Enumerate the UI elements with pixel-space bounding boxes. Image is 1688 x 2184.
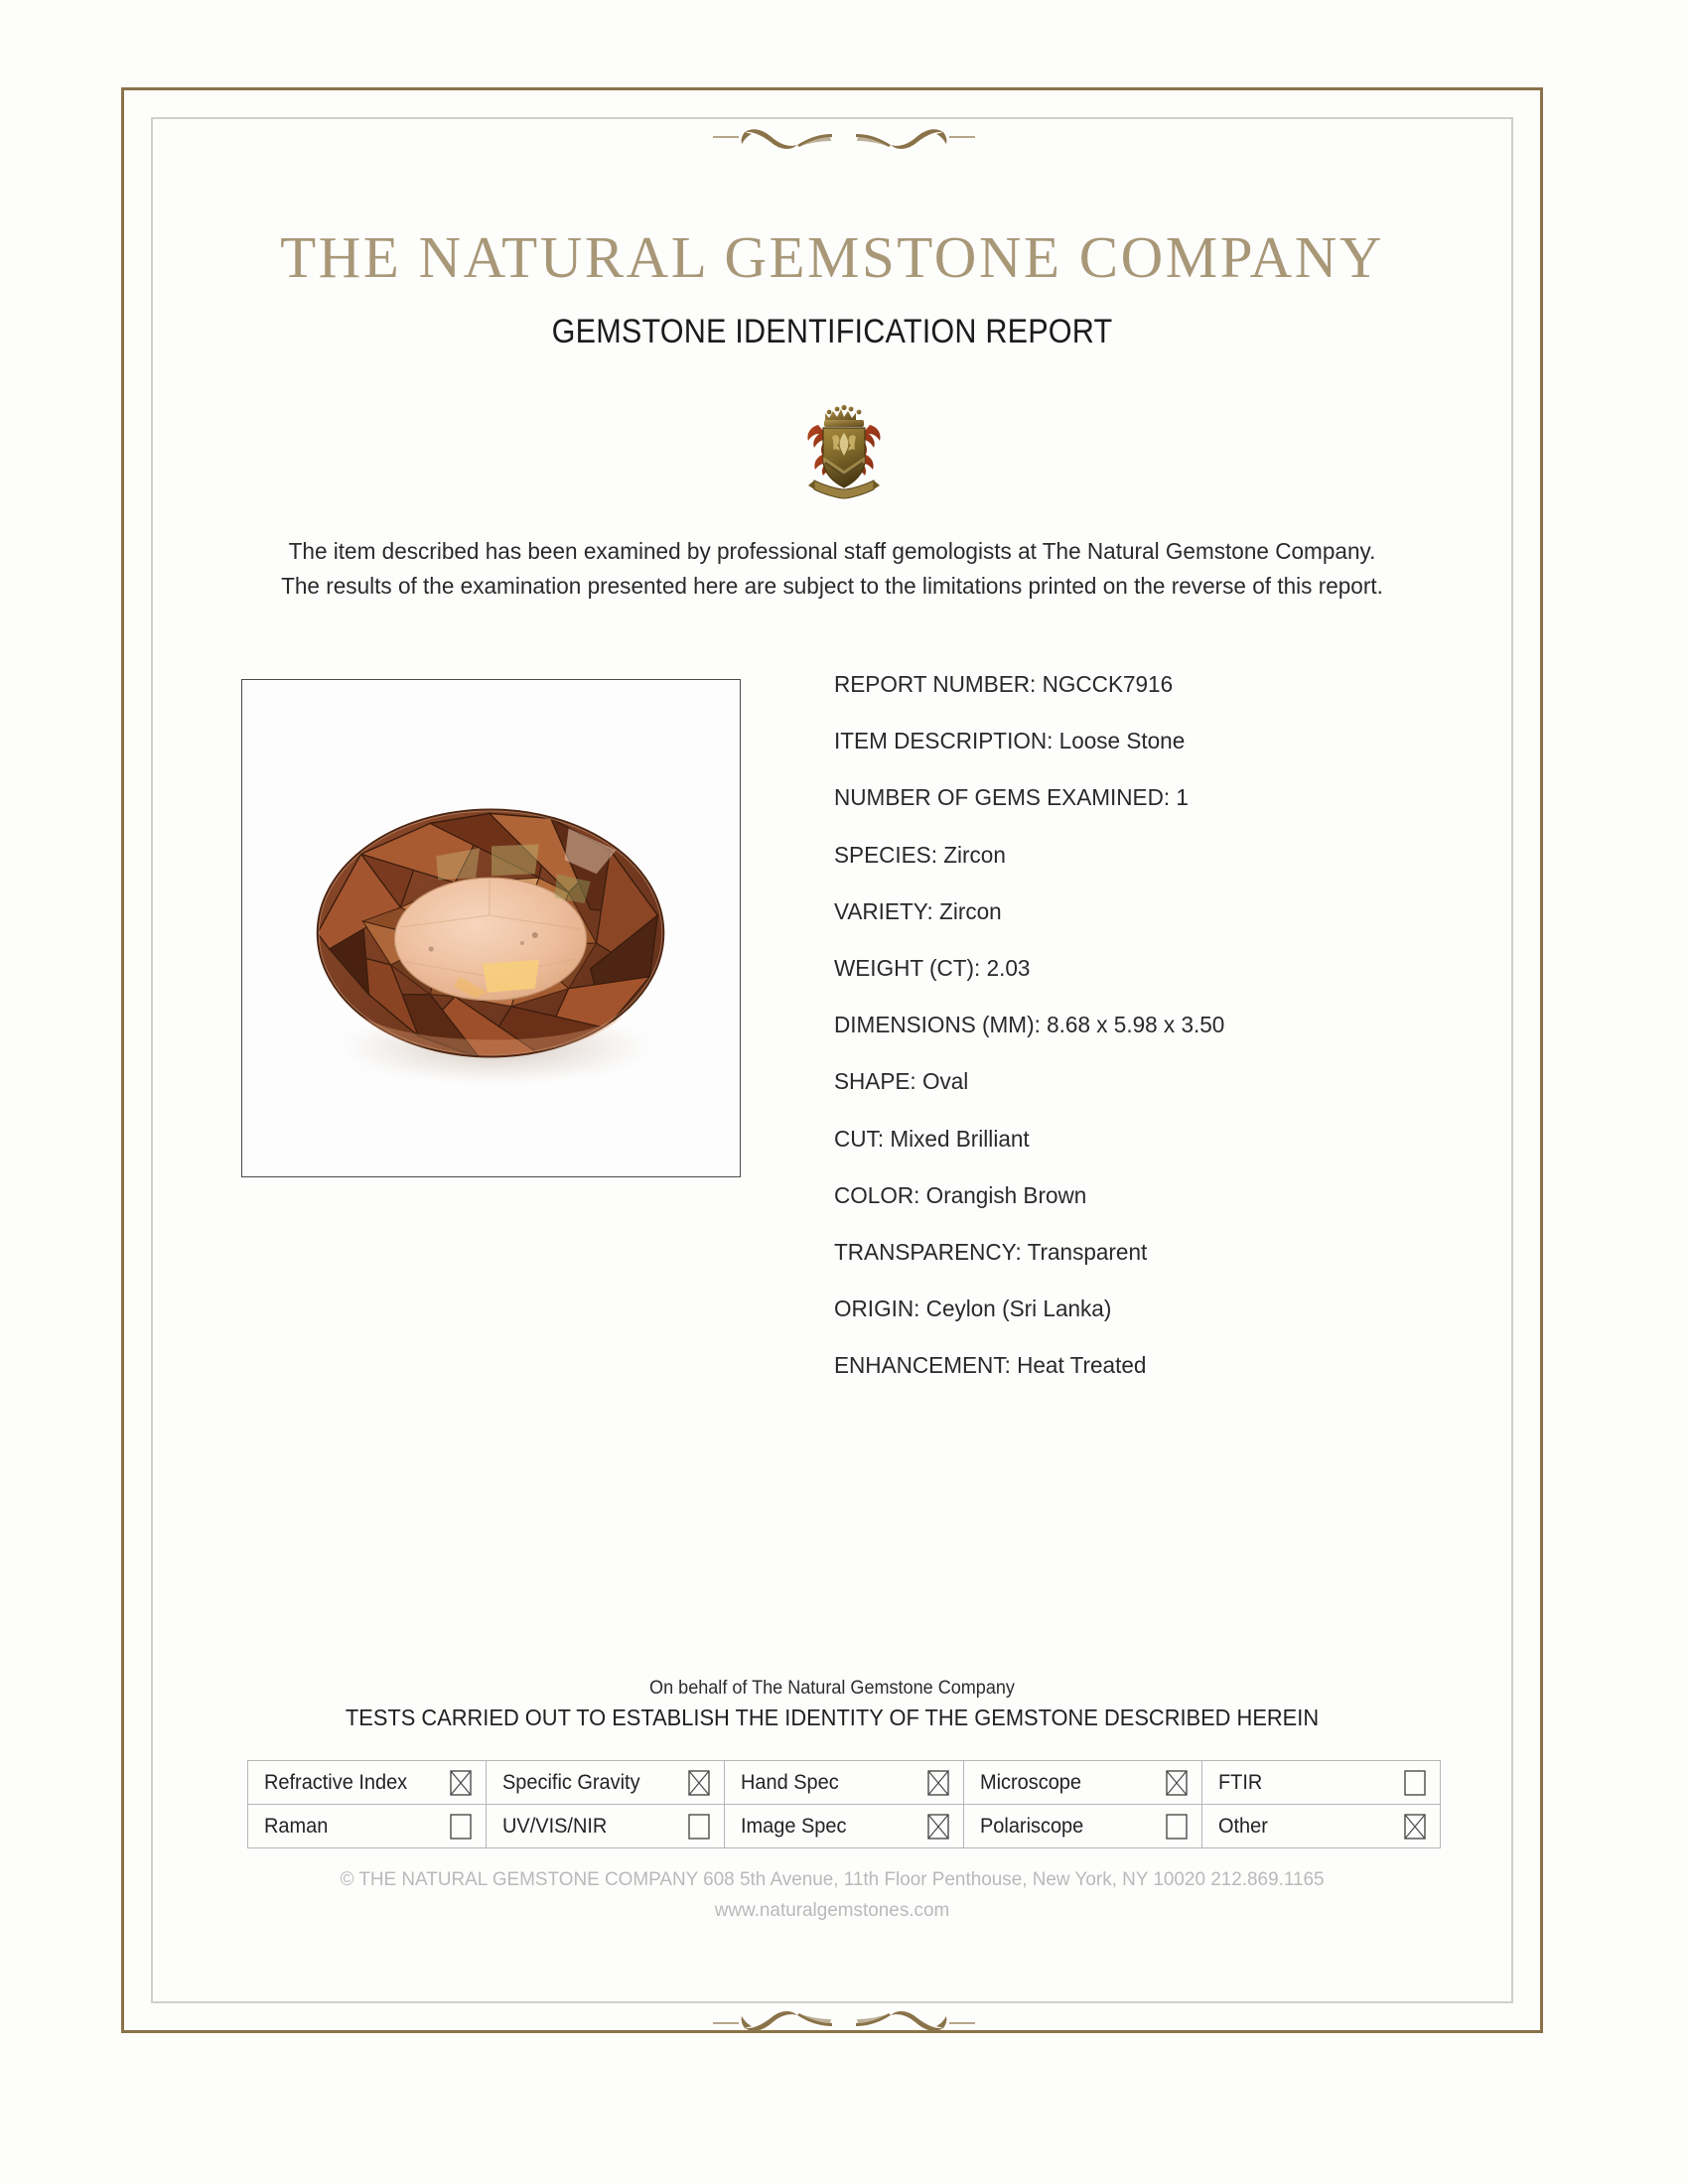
- test-label: UV/VIS/NIR: [502, 1814, 608, 1838]
- field-variety: VARIETY: Zircon: [834, 898, 1477, 925]
- field-weight-ct: WEIGHT (CT): 2.03: [834, 955, 1477, 982]
- test-cell-other[interactable]: Other: [1200, 1804, 1442, 1848]
- field-value: 2.03: [986, 954, 1031, 981]
- gemstone-details-list: REPORT NUMBER: NGCCK7916 ITEM DESCRIPTIO…: [834, 671, 1489, 1409]
- test-cell-refractive-index[interactable]: Refractive Index: [246, 1760, 488, 1805]
- declaration-text: The item described has been examined by …: [178, 534, 1485, 604]
- field-label: COLOR:: [834, 1181, 920, 1208]
- field-value: 1: [1176, 784, 1189, 811]
- test-cell-microscope[interactable]: Microscope: [962, 1760, 1202, 1805]
- checkbox-checked-icon[interactable]: [926, 1769, 949, 1796]
- declaration-line-1: The item described has been examined by …: [288, 538, 1376, 564]
- field-label: ENHANCEMENT:: [834, 1352, 1011, 1379]
- company-name-heading: THE NATURAL GEMSTONE COMPANY: [280, 224, 1384, 290]
- field-value: NGCCK7916: [1042, 671, 1174, 697]
- test-cell-polariscope[interactable]: Polariscope: [962, 1804, 1202, 1848]
- test-label: Microscope: [979, 1770, 1081, 1794]
- test-label: Hand Spec: [741, 1770, 840, 1794]
- checkbox-checked-icon[interactable]: [1404, 1813, 1426, 1840]
- field-number-of-gems-examined: NUMBER OF GEMS EXAMINED: 1: [834, 784, 1477, 811]
- field-species: SPECIES: Zircon: [834, 842, 1477, 869]
- field-value: Heat Treated: [1017, 1352, 1147, 1379]
- field-report-number: REPORT NUMBER: NGCCK7916: [834, 671, 1477, 698]
- test-label: Refractive Index: [264, 1770, 408, 1794]
- checkbox-checked-icon[interactable]: [450, 1769, 472, 1796]
- checkbox-checked-icon[interactable]: [1166, 1769, 1188, 1796]
- footer-website-link[interactable]: www.naturalgemstones.com: [714, 1899, 950, 1921]
- field-cut: CUT: Mixed Brilliant: [834, 1126, 1477, 1153]
- field-dimensions-mm: DIMENSIONS (MM): 8.68 x 5.98 x 3.50: [834, 1012, 1477, 1038]
- test-label: Raman: [264, 1814, 329, 1838]
- field-color: COLOR: Orangish Brown: [834, 1182, 1477, 1209]
- test-label: FTIR: [1217, 1770, 1263, 1794]
- checkbox-unchecked-icon[interactable]: [688, 1813, 711, 1840]
- field-value: Zircon: [943, 841, 1006, 868]
- field-label: DIMENSIONS (MM):: [834, 1012, 1041, 1038]
- field-label: ORIGIN:: [834, 1296, 920, 1322]
- checkbox-checked-icon[interactable]: [688, 1769, 711, 1796]
- test-cell-uv-vis-nir[interactable]: UV/VIS/NIR: [486, 1804, 726, 1848]
- field-label: SPECIES:: [834, 841, 937, 868]
- field-label: TRANSPARENCY:: [834, 1238, 1022, 1265]
- oval-zircon-gemstone-photo: [242, 680, 740, 1176]
- test-cell-hand-spec[interactable]: Hand Spec: [724, 1760, 964, 1805]
- field-value: Oval: [921, 1068, 969, 1095]
- footer-address-line: © THE NATURAL GEMSTONE COMPANY 608 5th A…: [340, 1868, 1325, 1890]
- tests-carried-out-heading: TESTS CARRIED OUT TO ESTABLISH THE IDENT…: [345, 1705, 1320, 1730]
- on-behalf-text: On behalf of The Natural Gemstone Compan…: [649, 1678, 1015, 1699]
- field-origin: ORIGIN: Ceylon (Sri Lanka): [834, 1296, 1477, 1322]
- test-cell-image-spec[interactable]: Image Spec: [724, 1804, 964, 1848]
- heraldic-crest-icon: [792, 397, 896, 500]
- tests-table: Refractive Index Specific Gravity: [246, 1760, 1442, 1848]
- field-label: ITEM DESCRIPTION:: [834, 728, 1054, 754]
- field-value: Loose Stone: [1058, 728, 1186, 754]
- checkbox-unchecked-icon[interactable]: [1404, 1769, 1426, 1796]
- test-cell-ftir[interactable]: FTIR: [1200, 1760, 1442, 1805]
- field-transparency: TRANSPARENCY: Transparent: [834, 1239, 1477, 1266]
- table-row: Raman UV/VIS/NIR: [246, 1804, 1442, 1848]
- field-shape: SHAPE: Oval: [834, 1068, 1477, 1095]
- field-label: SHAPE:: [834, 1068, 916, 1095]
- test-label: Other: [1217, 1814, 1268, 1838]
- inner-border-frame: [151, 117, 1513, 2003]
- field-label: NUMBER OF GEMS EXAMINED:: [834, 784, 1171, 811]
- footer: © THE NATURAL GEMSTONE COMPANY 608 5th A…: [172, 1864, 1493, 1926]
- test-label: Specific Gravity: [502, 1770, 640, 1794]
- field-value: Orangish Brown: [925, 1181, 1087, 1208]
- test-label: Image Spec: [741, 1814, 847, 1838]
- table-row: Refractive Index Specific Gravity: [246, 1760, 1442, 1805]
- field-value: Mixed Brilliant: [890, 1125, 1030, 1152]
- field-label: VARIETY:: [834, 897, 933, 924]
- field-item-description: ITEM DESCRIPTION: Loose Stone: [834, 728, 1477, 754]
- test-label: Polariscope: [979, 1814, 1083, 1838]
- gemstone-photo-frame: [241, 679, 741, 1177]
- outer-border-frame: [121, 87, 1543, 2033]
- field-label: CUT:: [834, 1125, 885, 1152]
- test-cell-specific-gravity[interactable]: Specific Gravity: [486, 1760, 726, 1805]
- field-value: 8.68 x 5.98 x 3.50: [1047, 1012, 1225, 1038]
- field-value: Ceylon (Sri Lanka): [925, 1296, 1112, 1322]
- field-enhancement: ENHANCEMENT: Heat Treated: [834, 1352, 1477, 1379]
- field-value: Zircon: [939, 897, 1002, 924]
- test-cell-raman[interactable]: Raman: [246, 1804, 488, 1848]
- checkbox-unchecked-icon[interactable]: [1166, 1813, 1188, 1840]
- field-value: Transparent: [1027, 1238, 1148, 1265]
- checkbox-unchecked-icon[interactable]: [450, 1813, 472, 1840]
- checkbox-checked-icon[interactable]: [926, 1813, 949, 1840]
- report-title-heading: GEMSTONE IDENTIFICATION REPORT: [551, 313, 1113, 350]
- declaration-line-2: The results of the examination presented…: [281, 573, 1383, 599]
- field-label: REPORT NUMBER:: [834, 671, 1037, 697]
- field-label: WEIGHT (CT):: [834, 954, 981, 981]
